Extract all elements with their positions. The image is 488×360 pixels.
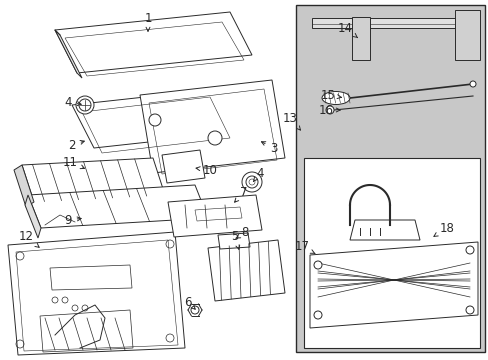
Circle shape	[76, 96, 94, 114]
Polygon shape	[311, 18, 472, 28]
Text: 17: 17	[294, 240, 314, 253]
Text: 14: 14	[337, 22, 357, 38]
Text: 12: 12	[19, 230, 39, 247]
Ellipse shape	[321, 91, 349, 104]
Circle shape	[149, 114, 161, 126]
Polygon shape	[25, 195, 41, 238]
Polygon shape	[28, 185, 207, 228]
Polygon shape	[351, 17, 369, 60]
Text: 11: 11	[62, 156, 84, 168]
Polygon shape	[55, 12, 251, 73]
Circle shape	[191, 306, 199, 314]
Circle shape	[207, 131, 222, 145]
Circle shape	[242, 172, 262, 192]
Text: 13: 13	[282, 112, 300, 130]
Circle shape	[465, 306, 473, 314]
Polygon shape	[162, 150, 204, 183]
Polygon shape	[14, 165, 34, 207]
Polygon shape	[140, 80, 285, 173]
Circle shape	[465, 246, 473, 254]
Text: 1: 1	[144, 12, 151, 31]
Text: 18: 18	[433, 221, 453, 237]
Polygon shape	[72, 89, 240, 148]
Text: 8: 8	[236, 226, 248, 239]
Text: 15: 15	[320, 89, 341, 102]
Circle shape	[313, 311, 321, 319]
Polygon shape	[55, 30, 82, 78]
Polygon shape	[207, 240, 285, 301]
Text: 2: 2	[68, 139, 84, 152]
Polygon shape	[295, 5, 484, 352]
Text: 4: 4	[64, 95, 81, 108]
Polygon shape	[8, 232, 184, 355]
Polygon shape	[218, 233, 249, 249]
Polygon shape	[22, 158, 164, 202]
Polygon shape	[304, 158, 479, 348]
Polygon shape	[309, 242, 477, 328]
Text: 3: 3	[261, 141, 277, 154]
Text: 7: 7	[234, 185, 247, 202]
Text: 4: 4	[253, 166, 263, 181]
Text: 16: 16	[318, 104, 340, 117]
Text: 5: 5	[231, 230, 239, 249]
Polygon shape	[168, 195, 262, 237]
Text: 9: 9	[64, 213, 81, 226]
Circle shape	[325, 106, 333, 114]
Text: 6: 6	[184, 296, 195, 309]
Circle shape	[313, 261, 321, 269]
Text: 10: 10	[196, 163, 217, 176]
Polygon shape	[349, 220, 419, 240]
Polygon shape	[454, 10, 479, 60]
Circle shape	[469, 81, 475, 87]
